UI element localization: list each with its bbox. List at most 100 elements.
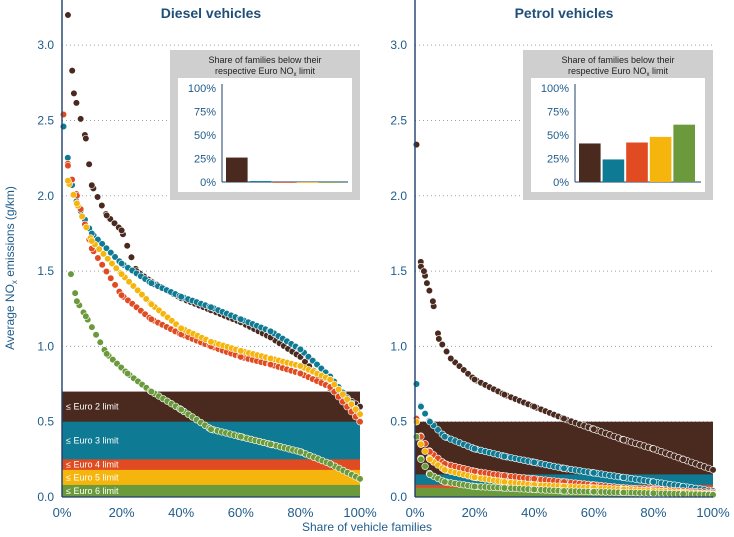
- data-point-euro4: [64, 162, 72, 170]
- data-point-euro4: [59, 110, 68, 119]
- data-point-euro2: [619, 436, 628, 444]
- data-point-euro5: [417, 440, 425, 448]
- data-point-euro5: [125, 278, 133, 286]
- y-tick-label: 2.5: [390, 113, 407, 127]
- data-point-euro2: [709, 466, 717, 474]
- data-point-euro5: [142, 295, 150, 303]
- data-point-euro5: [343, 395, 351, 403]
- panel-0: Diesel vehicles 0.0 0.5 1.0 1.5 2.0 2.5 3.0 ≤ Eu…: [37, 0, 377, 520]
- data-point-euro5: [129, 282, 137, 290]
- data-point-euro4: [94, 254, 102, 262]
- data-point-euro5: [138, 291, 146, 299]
- data-point-euro3: [530, 458, 538, 466]
- data-point-euro3: [59, 122, 68, 131]
- y-axis-title-part: Average NO: [3, 284, 17, 350]
- inset-plot-area: [178, 78, 352, 192]
- limit-band-label: ≤ Euro 3 limit: [66, 436, 119, 446]
- y-axis-title: Average NOx emissions (g/km): [3, 186, 19, 350]
- y-tick-label: 0.5: [390, 415, 407, 429]
- y-axis-title-subscript: x: [10, 280, 19, 284]
- y-tick-label: 2.0: [390, 189, 407, 203]
- data-point-euro5: [339, 390, 347, 398]
- inset-bar-euro4: [273, 182, 295, 183]
- x-tick-label: 40%: [521, 505, 547, 520]
- data-point-euro6: [207, 425, 215, 433]
- data-point-euro3: [102, 244, 111, 252]
- data-point-euro6: [356, 475, 364, 483]
- data-point-euro3: [434, 426, 442, 434]
- data-point-euro5: [64, 177, 72, 185]
- y-tick-label: 2.0: [37, 189, 54, 203]
- data-point-euro3: [237, 315, 245, 323]
- data-point-euro2: [530, 403, 538, 411]
- data-point-euro3: [500, 452, 509, 460]
- inset-y-tick-label: 0%: [200, 177, 216, 189]
- data-point-euro6: [71, 289, 79, 297]
- y-axis-title-part: emissions (g/km): [3, 186, 17, 280]
- inset-bar-euro6: [673, 124, 695, 182]
- inset-y-tick-label: 75%: [194, 107, 216, 119]
- data-point-euro3: [649, 478, 658, 486]
- y-tick-label: 1.5: [390, 264, 407, 278]
- data-point-euro6: [82, 312, 90, 320]
- data-point-euro4: [147, 315, 155, 323]
- inset-bar-euro2: [579, 143, 601, 182]
- data-point-euro6: [679, 490, 687, 498]
- y-tick-label: 1.0: [390, 339, 407, 353]
- inset-bar-euro4: [626, 142, 648, 182]
- inset-y-tick-label: 75%: [547, 107, 569, 119]
- data-point-euro5: [112, 264, 120, 272]
- data-point-euro3: [421, 409, 429, 418]
- panel-title: Diesel vehicles: [161, 5, 262, 21]
- data-point-euro3: [426, 418, 434, 426]
- data-point-euro5: [69, 191, 78, 199]
- data-point-euro6: [441, 478, 449, 486]
- inset-y-tick-label: 100%: [188, 83, 216, 95]
- data-point-euro6: [471, 482, 479, 491]
- data-point-euro5: [237, 347, 245, 355]
- data-point-euro2: [64, 11, 72, 19]
- inset-chart: Share of families below theirrespective …: [523, 50, 713, 200]
- data-point-euro5: [352, 405, 360, 413]
- data-point-euro6: [92, 331, 100, 339]
- data-point-euro3: [117, 259, 126, 268]
- x-tick-label: 80%: [640, 505, 666, 520]
- data-point-euro2: [77, 115, 85, 123]
- data-point-euro2: [425, 287, 433, 295]
- inset-title: respective Euro NOx limit: [215, 66, 316, 78]
- inset-title: Share of families below their: [561, 55, 674, 65]
- data-point-euro5: [95, 245, 103, 253]
- data-point-euro2: [679, 455, 687, 463]
- limit-band-euro6: [62, 484, 360, 497]
- inset-bar-euro2: [226, 157, 248, 182]
- inset-bar-euro3: [249, 181, 272, 182]
- data-point-euro5: [134, 286, 142, 294]
- data-point-euro5: [471, 473, 479, 482]
- data-point-euro2: [442, 347, 451, 356]
- data-point-euro4: [98, 261, 106, 269]
- data-point-euro2: [117, 226, 126, 235]
- data-point-euro5: [412, 418, 421, 426]
- x-tick-label: 80%: [287, 505, 313, 520]
- data-point-euro2: [72, 99, 81, 107]
- data-point-euro2: [500, 390, 509, 399]
- data-point-euro5: [73, 199, 81, 207]
- x-tick-label: 0%: [53, 505, 72, 520]
- data-point-euro2: [70, 89, 78, 97]
- data-point-euro3: [560, 464, 568, 472]
- x-tick-label: 0%: [406, 505, 425, 520]
- y-tick-label: 1.0: [37, 339, 54, 353]
- y-tick-label: 2.5: [37, 113, 54, 127]
- data-point-euro5: [78, 212, 86, 221]
- data-point-euro6: [96, 338, 104, 346]
- y-tick-label: 1.5: [37, 264, 54, 278]
- data-point-euro5: [441, 466, 449, 474]
- data-point-euro6: [560, 487, 568, 495]
- data-point-euro5: [421, 447, 429, 455]
- data-point-euro2: [649, 445, 658, 453]
- data-point-euro4: [117, 291, 126, 299]
- y-tick-label: 3.0: [37, 38, 54, 52]
- panel-title: Petrol vehicles: [515, 5, 614, 21]
- data-point-euro6: [103, 350, 111, 358]
- data-point-euro6: [147, 387, 155, 396]
